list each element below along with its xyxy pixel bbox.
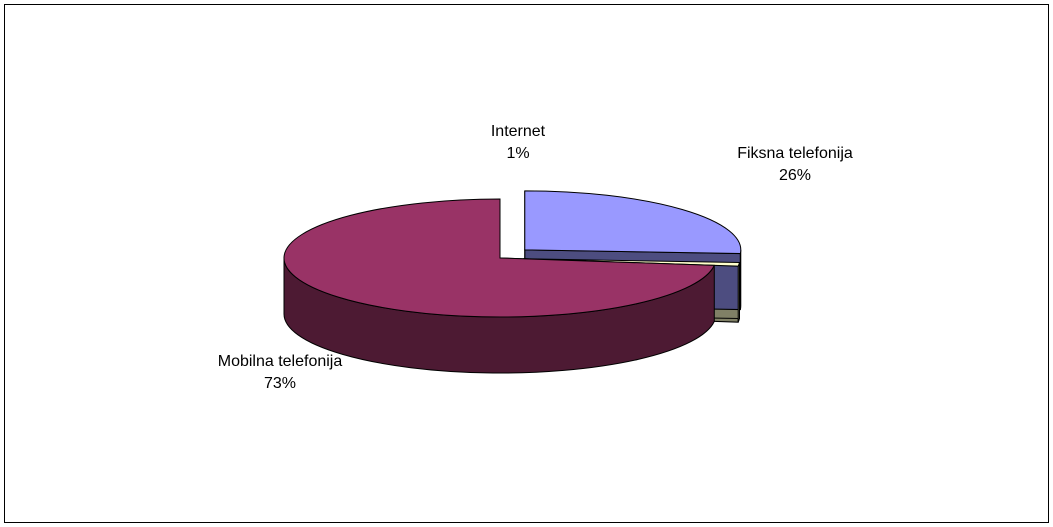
slice-top-mobilna-telefonija — [283, 198, 716, 318]
slice-label-fiksna-telefonija: Fiksna telefonija 26% — [685, 143, 905, 187]
slice-percent-mobilna-telefonija: 73% — [263, 375, 297, 392]
pie-chart — [283, 190, 742, 374]
pie-tops — [283, 190, 742, 318]
slice-percent-fiksna-telefonija: 26% — [778, 167, 812, 184]
slice-label-mobilna-telefonija: Mobilna telefonija 73% — [160, 351, 400, 395]
slice-side-internet — [737, 262, 740, 323]
chart-area: Fiksna telefonija 26% Internet 1% Mobiln… — [4, 4, 1049, 523]
slice-name-mobilna-telefonija: Mobilna telefonija — [217, 353, 343, 370]
slice-name-internet: Internet — [490, 123, 546, 140]
slice-label-internet: Internet 1% — [443, 121, 593, 165]
slice-top-fiksna-telefonija — [524, 190, 742, 255]
slice-percent-internet: 1% — [506, 145, 530, 162]
slice-name-fiksna-telefonija: Fiksna telefonija — [737, 145, 853, 162]
